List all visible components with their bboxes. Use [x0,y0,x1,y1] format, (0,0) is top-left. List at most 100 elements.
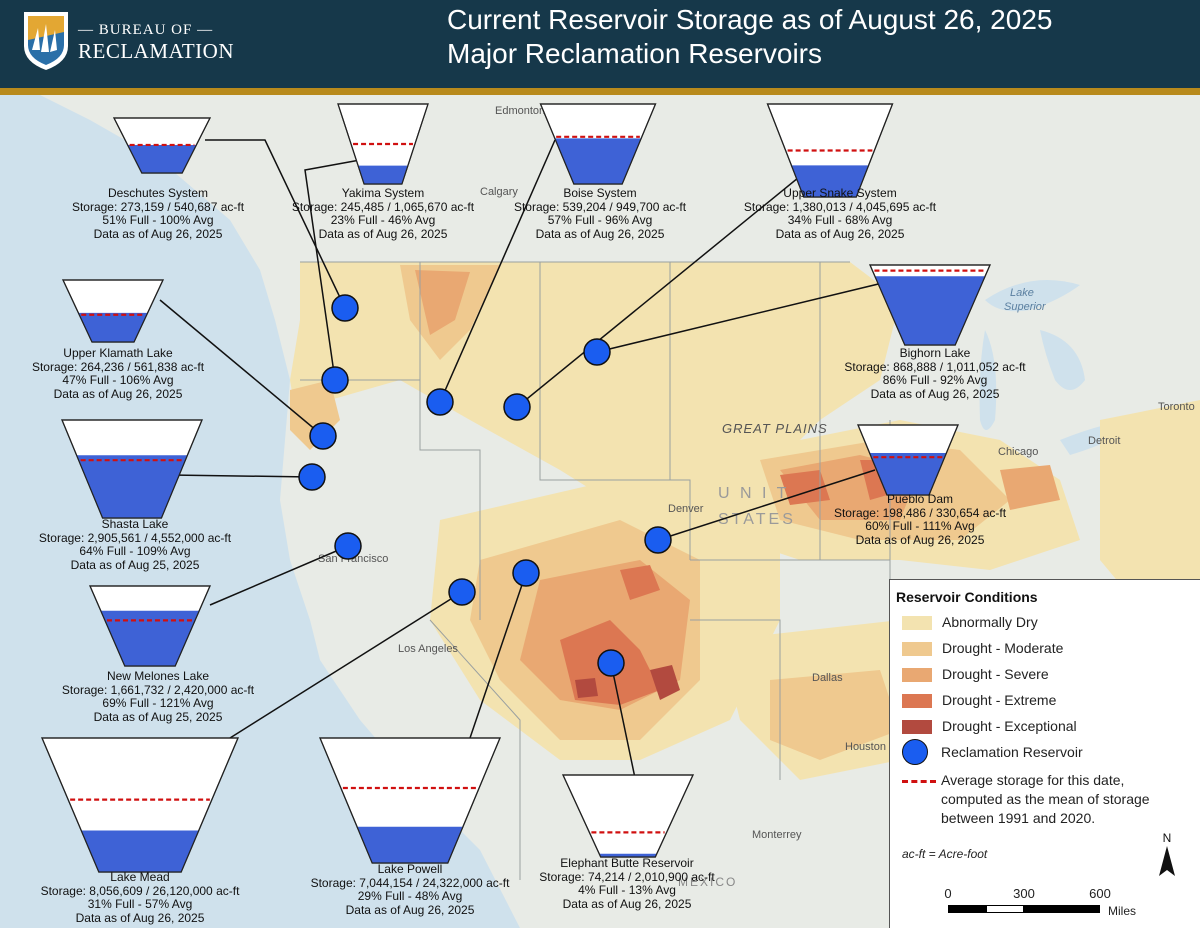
reservoir-label-deschutes: Deschutes System Storage: 273,159 / 540,6… [72,186,244,241]
reservoir-funnel-lake-powell [319,737,501,864]
reservoir-storage-yakima: Storage: 245,485 / 1,065,670 ac-ft [291,199,475,214]
label-monterrey: Monterrey [752,829,802,841]
header-gold-rule [0,88,1200,95]
label-united: U N I T [718,485,789,502]
scale-segment-2 [986,905,1024,913]
reservoir-label-shasta: Shasta Lake Storage: 2,905,561 / 4,552,00… [39,517,231,572]
reservoir-funnel-pueblo [857,424,959,496]
reservoir-marker-deschutes[interactable] [331,294,359,322]
reservoir-name-boise: Boise System [563,186,637,200]
lake-superior-shape [985,280,1080,312]
label-houston: Houston [845,741,886,753]
leader-elephant-butte [610,662,636,779]
legend-label: Drought - Exceptional [942,718,1077,734]
funnel-fill-new-melones [100,610,200,666]
bureau-logo-icon [24,12,68,70]
reservoir-storage-upper-snake: Storage: 1,380,013 / 4,045,695 ac-ft [743,199,937,214]
north-label: N [1163,831,1172,845]
funnel-edge-upper-snake [766,103,894,198]
legend-label: Abnormally Dry [942,614,1038,630]
scale-segment-1 [948,905,986,913]
reservoir-percent-lake-powell: 29% Full - 48% Avg [357,889,463,903]
reservoir-marker-upper-klamath[interactable] [309,422,337,450]
reservoir-percent-upper-klamath: 47% Full - 106% Avg [62,373,174,387]
reservoir-label-new-melones: New Melones Lake Storage: 1,661,732 / 2,4… [61,669,255,724]
legend-reservoir-marker [902,739,928,765]
leader-lake-powell [469,572,527,739]
reservoir-marker-new-melones[interactable] [334,532,362,560]
scale-tick-300: 300 [1013,886,1035,901]
reservoir-name-lake-mead: Lake Mead [110,870,170,884]
reservoir-funnel-boise [539,103,657,185]
funnel-edge-deschutes [113,117,211,174]
reservoir-marker-boise[interactable] [426,388,454,416]
reservoir-asof-yakima: Data as of Aug 26, 2025 [318,226,448,241]
legend-panel: Reservoir Conditions Abnormally Dry Droug… [889,579,1200,928]
reservoir-asof-lake-mead: Data as of Aug 26, 2025 [75,910,205,925]
reservoir-asof-upper-snake: Data as of Aug 26, 2025 [775,226,905,241]
label-great-plains: GREAT PLAINS [722,421,828,436]
reservoir-marker-lake-mead[interactable] [448,578,476,606]
funnel-fill-boise [554,138,642,184]
funnel-fill-deschutes [127,144,197,173]
leader-shasta [169,474,313,478]
reservoir-asof-boise: Data as of Aug 26, 2025 [535,226,665,241]
reservoir-name-elephant-butte: Elephant Butte Reservoir [560,856,694,870]
scale-tick-0: 0 [944,886,952,901]
reservoir-marker-elephant-butte[interactable] [597,649,625,677]
funnel-edge-elephant-butte [562,774,694,858]
reservoir-percent-deschutes: 51% Full - 100% Avg [102,213,214,227]
leader-bighorn [596,279,896,353]
funnel-fill-upper-klamath [78,312,148,342]
legend-title: Reservoir Conditions [896,589,1038,605]
reservoir-marker-pueblo[interactable] [644,526,672,554]
reservoir-storage-elephant-butte: Storage: 74,214 / 2,010,900 ac-ft [539,869,715,884]
reservoir-funnel-new-melones [89,585,211,667]
reservoir-percent-shasta: 64% Full - 109% Avg [79,544,191,558]
reservoir-label-upper-snake: Upper Snake System Storage: 1,380,013 / 4… [743,186,937,241]
reservoir-percent-pueblo: 60% Full - 111% Avg [865,519,975,533]
reservoir-name-yakima: Yakima System [341,186,425,200]
reservoir-label-upper-klamath: Upper Klamath Lake Storage: 264,236 / 561… [32,346,204,401]
reservoir-marker-lake-powell[interactable] [512,559,540,587]
legend-label: Drought - Moderate [942,640,1064,656]
label-denver: Denver [668,503,704,515]
legend-label: Drought - Extreme [942,692,1057,708]
reservoir-asof-upper-klamath: Data as of Aug 26, 2025 [53,386,183,401]
legend-average-line3: between 1991 and 2020. [941,810,1096,826]
reservoir-label-lake-powell: Lake Powell Storage: 7,044,154 / 24,322,0… [310,862,510,917]
reservoir-storage-new-melones: Storage: 1,661,732 / 2,420,000 ac-ft [61,682,255,697]
label-san-francisco: San Francisco [318,553,388,565]
north-arrow-icon: N [1159,831,1175,876]
scale-unit: Miles [1108,904,1137,918]
funnel-edge-shasta [61,419,203,519]
reservoir-marker-bighorn[interactable] [583,338,611,366]
legend-average-line [902,780,936,783]
funnel-fill-lake-powell [357,826,463,863]
reservoir-percent-yakima: 23% Full - 46% Avg [330,213,436,227]
reservoir-storage-lake-mead: Storage: 8,056,609 / 26,120,000 ac-ft [40,883,240,898]
funnel-fill-upper-snake [791,165,869,197]
label-mexico: MEXICO [678,875,737,889]
legend-swatch [902,694,932,708]
drought-exceptional [575,665,680,700]
reservoir-marker-shasta[interactable] [298,463,326,491]
header-banner: — BUREAU OF — RECLAMATION Current Reserv… [0,0,1200,88]
reservoir-storage-lake-powell: Storage: 7,044,154 / 24,322,000 ac-ft [310,875,510,890]
reservoir-label-bighorn: Bighorn Lake Storage: 868,888 / 1,011,052… [844,346,1025,401]
reservoir-label-boise: Boise System Storage: 539,204 / 949,700 a… [514,186,686,241]
reservoir-marker-yakima[interactable] [321,366,349,394]
reservoir-label-elephant-butte: Elephant Butte Reservoir Storage: 74,214 … [539,856,715,911]
funnel-edge-pueblo [857,424,959,496]
legend-swatch [902,642,932,656]
reservoir-asof-shasta: Data as of Aug 25, 2025 [70,557,200,572]
label-states: STATES [718,511,796,528]
reservoir-funnel-lake-mead [41,737,239,873]
reservoir-percent-upper-snake: 34% Full - 68% Avg [787,213,893,227]
reservoir-markers [298,294,672,677]
leader-upper-snake [516,159,821,408]
funnel-edge-new-melones [89,585,211,667]
reservoir-name-upper-klamath: Upper Klamath Lake [63,346,173,360]
funnel-fill-pueblo [869,453,947,495]
reservoir-marker-upper-snake[interactable] [503,393,531,421]
